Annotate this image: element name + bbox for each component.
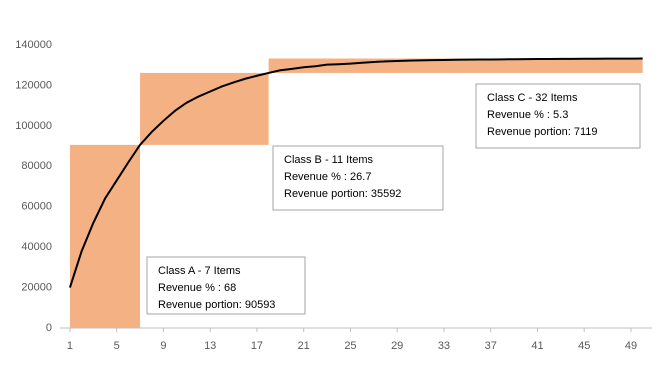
x-tick-label: 25	[344, 340, 356, 352]
x-tick-label: 9	[160, 340, 166, 352]
y-tick-label: 140000	[15, 39, 52, 51]
annotation-box	[272, 145, 444, 211]
class-area	[69, 144, 141, 328]
y-tick-label: 60000	[21, 201, 52, 213]
annotation-title: Class A - 7 Items	[158, 265, 241, 277]
y-tick-label: 80000	[21, 160, 52, 172]
annotation-box	[146, 256, 306, 315]
annotation-box	[475, 83, 641, 149]
y-tick-label: 20000	[21, 281, 52, 293]
x-tick-label: 21	[298, 340, 310, 352]
x-tick-label: 13	[204, 340, 216, 352]
x-tick-label: 33	[438, 340, 450, 352]
annotation-line: Revenue % : 68	[158, 282, 236, 294]
y-tick-label: 100000	[15, 120, 52, 132]
x-tick-label: 41	[531, 340, 543, 352]
annotation-line: Revenue % : 5.3	[487, 109, 568, 121]
x-tick-label: 37	[485, 340, 497, 352]
annotation-line: Revenue portion: 90593	[158, 299, 275, 311]
x-tick-label: 17	[251, 340, 263, 352]
x-tick-label: 1	[67, 340, 73, 352]
class-area	[140, 72, 269, 145]
x-tick-label: 29	[391, 340, 403, 352]
annotation-line: Revenue portion: 7119	[487, 126, 598, 138]
x-tick-label: 49	[625, 340, 637, 352]
annotation-title: Class B - 11 Items	[284, 154, 374, 166]
annotation-line: Revenue portion: 35592	[284, 188, 401, 200]
y-tick-label: 0	[46, 322, 52, 334]
annotation-line: Revenue % : 26.7	[284, 171, 371, 183]
y-tick-label: 120000	[15, 79, 52, 91]
annotation-title: Class C - 32 Items	[487, 92, 578, 104]
cumulative-line	[68, 57, 643, 288]
x-tick-label: 5	[114, 340, 120, 352]
x-tick-label: 45	[578, 340, 590, 352]
y-tick-label: 40000	[21, 241, 52, 253]
